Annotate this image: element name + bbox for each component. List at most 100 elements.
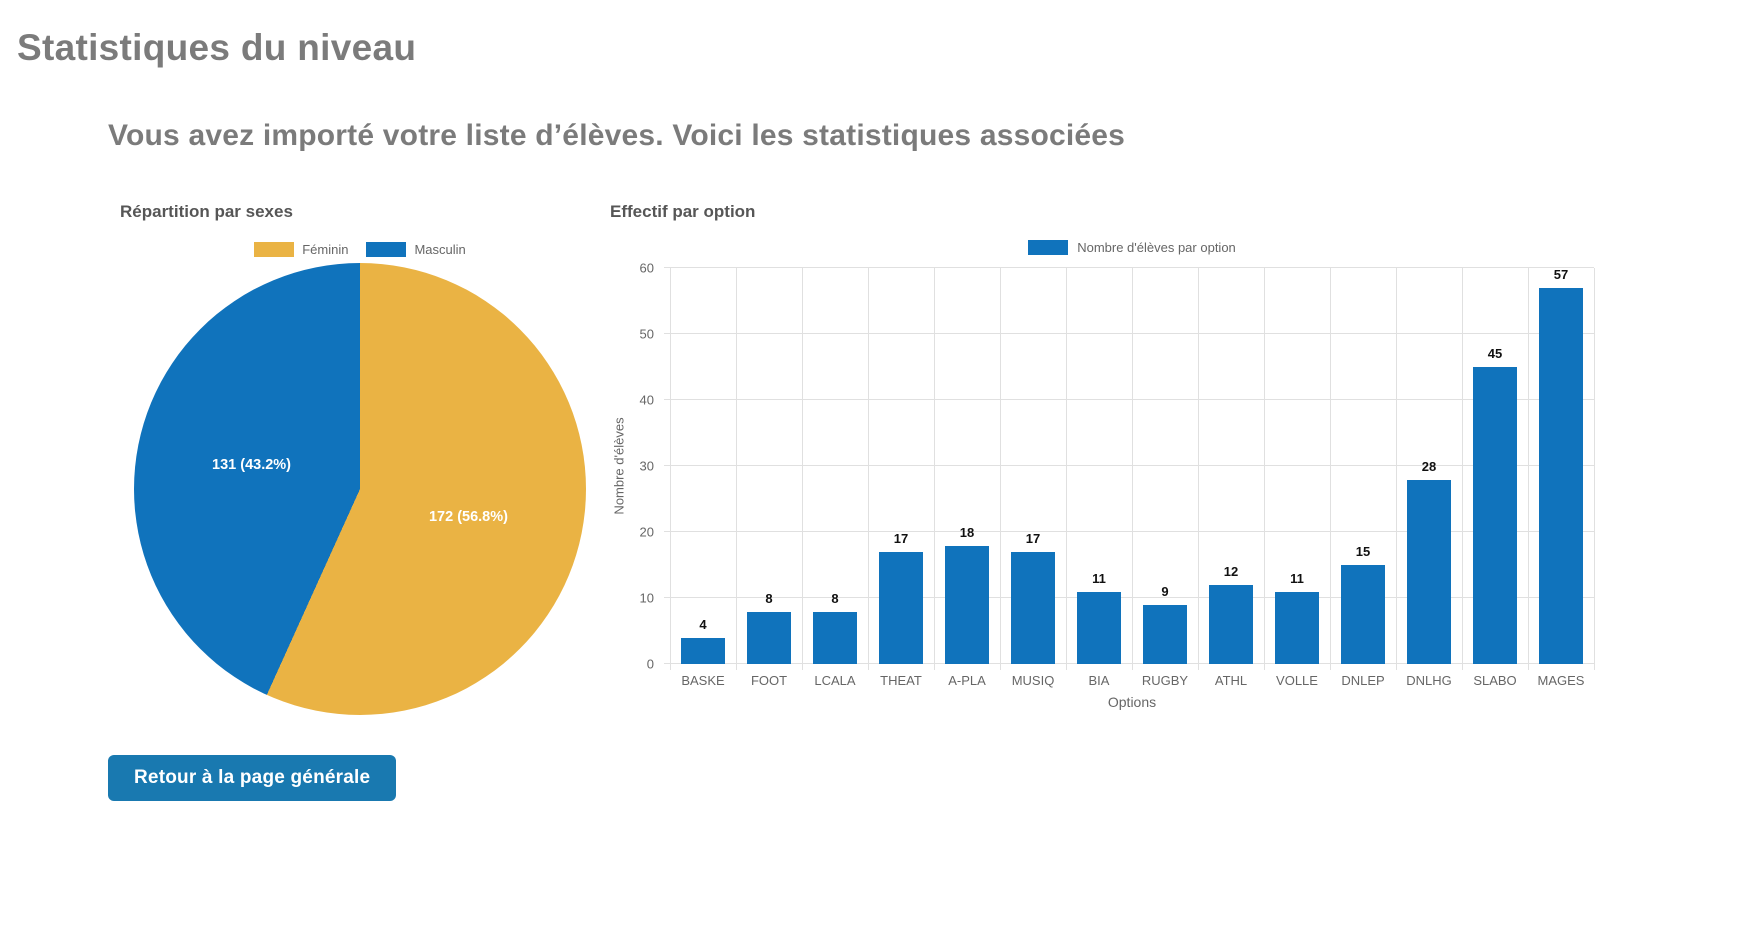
- pie-chart-title: Répartition par sexes: [120, 202, 293, 222]
- h-gridline: [664, 597, 1594, 599]
- x-tick-label: THEAT: [880, 673, 922, 689]
- bar-legend-label: Nombre d'élèves par option: [1077, 240, 1236, 256]
- bar-value-label: 12: [1223, 564, 1239, 580]
- bar-slot: 11: [1066, 268, 1132, 665]
- bar-value-label: 4: [699, 617, 707, 632]
- h-gridline: [664, 399, 1594, 401]
- bar-value-label: 17: [893, 531, 909, 547]
- x-axis-labels: BASKE FOOT LCALA THEAT A-PLA MUSIQ BIA RUGBY ATH…: [670, 664, 1594, 688]
- bar-lcala[interactable]: [813, 611, 857, 665]
- bar-value-label: 28: [1421, 458, 1437, 474]
- feminin-legend-label: Féminin: [302, 242, 349, 258]
- v-gridline: [1462, 268, 1463, 671]
- bar-dnlhg[interactable]: [1407, 479, 1451, 665]
- bar-slot: 45: [1462, 268, 1528, 665]
- y-tick-label: 60: [639, 260, 654, 276]
- bar-value-label: 57: [1553, 267, 1569, 283]
- bar-value-label: 8: [831, 590, 839, 606]
- bar-volle[interactable]: [1275, 591, 1319, 665]
- y-tick-label: 30: [639, 458, 654, 474]
- v-gridline: [1528, 268, 1529, 671]
- x-tick-label: BASKE: [681, 673, 725, 689]
- pie-slice-label-masculin: 131 (43.2%): [212, 456, 292, 473]
- x-tick-label: RUGBY: [1141, 673, 1189, 689]
- x-tick-label: DNLHG: [1406, 673, 1452, 689]
- y-tick-label: 0: [646, 656, 654, 672]
- legend-item-masculin[interactable]: Masculin: [366, 242, 466, 258]
- bar-slot: 15: [1330, 268, 1396, 665]
- x-tick-label: DNLEP: [1341, 673, 1385, 689]
- bar-a-pla[interactable]: [945, 545, 989, 665]
- bar-baske[interactable]: [681, 638, 725, 665]
- bar-slot: 17: [1000, 268, 1066, 665]
- h-gridline: [664, 531, 1594, 533]
- x-tick-label: MUSIQ: [1011, 673, 1055, 689]
- legend-item-nombre-eleves[interactable]: Nombre d'élèves par option: [1028, 240, 1236, 256]
- page-title: Statistiques du niveau: [17, 27, 417, 68]
- bar-foot[interactable]: [747, 611, 791, 665]
- v-gridline: [1132, 268, 1133, 671]
- bar-value-label: 11: [1092, 570, 1106, 586]
- bar-value-label: 18: [959, 524, 975, 540]
- bar-theat[interactable]: [879, 552, 923, 665]
- x-tick-label: A-PLA: [948, 673, 986, 689]
- pie-section: Répartition par sexes Féminin Masculin 1…: [108, 202, 590, 802]
- v-gridline: [802, 268, 803, 671]
- y-axis-ticks: 0 10 20 30 40 50 60: [610, 261, 664, 672]
- bar-section: Effectif par option Nombre d'élèves par …: [610, 202, 1600, 710]
- y-tick-label: 40: [639, 392, 654, 408]
- x-tick-label: FOOT: [750, 673, 788, 689]
- feminin-legend-swatch: [254, 242, 295, 258]
- bar-slot: 11: [1264, 268, 1330, 665]
- pie-chart[interactable]: 172 (56.8%) 131 (43.2%): [134, 263, 586, 716]
- bar-slot: 12: [1198, 268, 1264, 665]
- v-gridline: [736, 268, 737, 671]
- bar-value-label: 8: [765, 590, 773, 606]
- bar-slabo[interactable]: [1473, 367, 1517, 665]
- h-gridline: [664, 663, 1594, 665]
- bar-slot: 18: [934, 268, 1000, 665]
- bar-athl[interactable]: [1209, 585, 1253, 665]
- v-gridline: [1396, 268, 1397, 671]
- legend-item-feminin[interactable]: Féminin: [254, 242, 349, 258]
- v-gridline: [1198, 268, 1199, 671]
- bar-slot: 28: [1396, 268, 1462, 665]
- masculin-legend-label: Masculin: [414, 242, 466, 258]
- pie-legend: Féminin Masculin: [134, 242, 586, 258]
- bar-value-label: 15: [1355, 544, 1371, 560]
- pie-slice-label-feminin: 172 (56.8%): [428, 508, 508, 525]
- y-tick-label: 20: [639, 524, 654, 540]
- bar-mages[interactable]: [1539, 288, 1583, 665]
- back-button[interactable]: Retour à la page générale: [108, 755, 397, 802]
- bar-slot: 4: [670, 268, 736, 665]
- h-gridline: [664, 465, 1594, 467]
- x-tick-label: SLABO: [1473, 673, 1517, 689]
- x-tick-label: MAGES: [1537, 673, 1585, 689]
- v-gridline: [670, 268, 671, 671]
- masculin-legend-swatch: [366, 242, 407, 258]
- bar-value-label: 17: [1025, 531, 1041, 547]
- v-gridline: [1594, 268, 1595, 671]
- page-subtitle: Vous avez importé votre liste d’élèves. …: [108, 119, 1126, 153]
- bar-rugby[interactable]: [1143, 605, 1187, 665]
- v-gridline: [1264, 268, 1265, 671]
- v-gridline: [934, 268, 935, 671]
- bar-value-label: 11: [1290, 570, 1304, 586]
- bar-value-label: 45: [1487, 346, 1503, 362]
- bar-dnlep[interactable]: [1341, 565, 1385, 665]
- x-tick-label: ATHL: [1214, 673, 1248, 689]
- x-axis-title: Options: [1107, 694, 1157, 711]
- bar-value-label: 9: [1161, 584, 1169, 599]
- bar-chart-title: Effectif par option: [610, 202, 756, 222]
- h-gridline: [664, 333, 1594, 335]
- bar-plot: 4 8 8 17 18 17 11 9 12 11 15 28 45 57: [664, 267, 1595, 671]
- bar-musiq[interactable]: [1011, 552, 1055, 665]
- bar-slot: 8: [736, 268, 802, 665]
- y-tick-label: 50: [639, 326, 654, 342]
- v-gridline: [868, 268, 869, 671]
- x-tick-label: LCALA: [814, 673, 856, 689]
- h-gridline: [664, 267, 1594, 269]
- charts-row: Répartition par sexes Féminin Masculin 1…: [108, 202, 1752, 802]
- bar-bia[interactable]: [1077, 591, 1121, 665]
- bar-chart[interactable]: Nombre d'élèves 0 10 20 30 40 50 60 4 8 8 17 18 17 1…: [610, 261, 1595, 711]
